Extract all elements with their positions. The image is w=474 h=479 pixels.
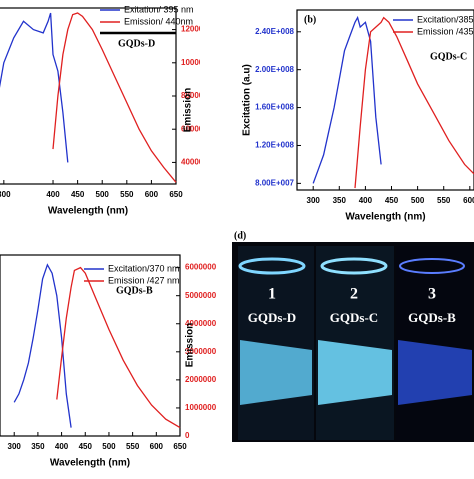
y-tick-label: 6000000 — [185, 263, 217, 272]
y-tick-label: 2.40E+008 — [255, 27, 294, 36]
plot-frame — [296, 9, 474, 191]
annotation: GQDs-B — [116, 285, 153, 296]
y-tick-label: 5000000 — [185, 291, 217, 300]
vial-rim — [238, 257, 306, 275]
x-tick-label: 300 — [0, 190, 11, 199]
data-line — [354, 16, 474, 189]
vial-label: GQDs-B — [408, 310, 456, 325]
vial-rim — [399, 258, 465, 274]
x-tick-label: 650 — [169, 190, 183, 199]
x-tick-label: 350 — [31, 442, 45, 451]
panel-label: (d) — [234, 230, 246, 241]
legend-label: Excitation/370 nm — [108, 263, 180, 273]
x-tick-label: 350 — [333, 196, 347, 205]
data-line — [52, 12, 177, 183]
x-tick-label: 550 — [120, 190, 134, 199]
x-tick-label: 650 — [173, 442, 187, 451]
legend-label: Emission/ 440nm — [124, 16, 193, 26]
x-tick-label: 550 — [126, 442, 140, 451]
y-tick-label: 4000000 — [185, 319, 217, 328]
legend-label: Excitation/385 — [417, 14, 474, 24]
x-tick-label: 500 — [96, 190, 110, 199]
x-axis-label: Wavelength (nm) — [345, 212, 425, 223]
data-line — [56, 266, 181, 429]
y-tick-label: 8.00E+007 — [255, 178, 294, 187]
plot-frame — [0, 254, 181, 437]
chart-panel: 300 350 400 450 500 550 600 8.00E+007 1.20E+008 1… — [242, 9, 474, 223]
data-line — [312, 15, 382, 184]
y-tick-label: 1000000 — [181, 58, 213, 67]
x-tick-label: 500 — [102, 442, 116, 451]
plot-frame — [0, 7, 177, 185]
panel-label: (b) — [304, 14, 316, 25]
vial-number: 1 — [268, 286, 276, 303]
x-tick-label: 450 — [79, 442, 93, 451]
y-axis-label: Excitation (a.u) — [242, 64, 253, 136]
y-tick-label: 2000000 — [185, 375, 217, 384]
x-tick-label: 300 — [307, 196, 321, 205]
glow — [318, 340, 392, 405]
y-tick-label: 400000 — [181, 158, 208, 167]
x-tick-label: 400 — [46, 190, 60, 199]
data-line — [13, 263, 72, 428]
x-tick-label: 450 — [71, 190, 85, 199]
y-tick-label: 0 — [185, 431, 190, 440]
x-tick-label: 400 — [359, 196, 373, 205]
x-tick-label: 600 — [145, 190, 159, 199]
y-tick-label: 600000 — [181, 124, 208, 133]
x-tick-label: 500 — [411, 196, 425, 205]
y-tick-label: 1.20E+008 — [255, 141, 294, 150]
photo-panel — [232, 242, 474, 442]
vial-number: 3 — [428, 286, 436, 303]
vial-rim — [320, 257, 388, 275]
x-axis-label: Wavelength (nm) — [48, 206, 128, 217]
vial-label: GQDs-D — [248, 310, 296, 325]
glow — [240, 340, 312, 405]
glow — [398, 340, 472, 405]
x-tick-label: 400 — [55, 442, 69, 451]
y-axis-label: Emission — [183, 88, 194, 132]
x-tick-label: 600 — [463, 196, 474, 205]
x-tick-label: 600 — [150, 442, 164, 451]
x-tick-label: 300 — [8, 442, 22, 451]
y-tick-label: 3000000 — [185, 347, 217, 356]
x-tick-label: 450 — [385, 196, 399, 205]
legend-label: Exitation/ 395 nm — [124, 4, 194, 14]
vial-label: GQDs-C — [330, 310, 378, 325]
x-axis-label: Wavelength (nm) — [50, 458, 130, 469]
x-tick-label: 550 — [437, 196, 451, 205]
vial-number: 2 — [350, 286, 358, 303]
y-tick-label: 2.00E+008 — [255, 65, 294, 74]
legend-label: Emission /435 — [417, 26, 474, 36]
y-tick-label: 800000 — [181, 91, 208, 100]
annotation: GQDs-D — [118, 38, 155, 49]
y-tick-label: 1200000 — [181, 25, 213, 34]
chart-panel: 300 350 400 450 500 550 600 650 0 1000000 2000000 3… — [0, 254, 217, 469]
y-tick-label: 1.60E+008 — [255, 103, 294, 112]
data-line — [0, 12, 69, 163]
chart-panel: 300 400 450 500 550 600 650 400000 600000 800000 1… — [0, 4, 213, 217]
legend-label: Emission /427 nm — [108, 275, 180, 285]
annotation: GQDs-C — [430, 51, 467, 62]
y-tick-label: 1000000 — [185, 403, 217, 412]
y-axis-label: Emission — [185, 323, 196, 367]
